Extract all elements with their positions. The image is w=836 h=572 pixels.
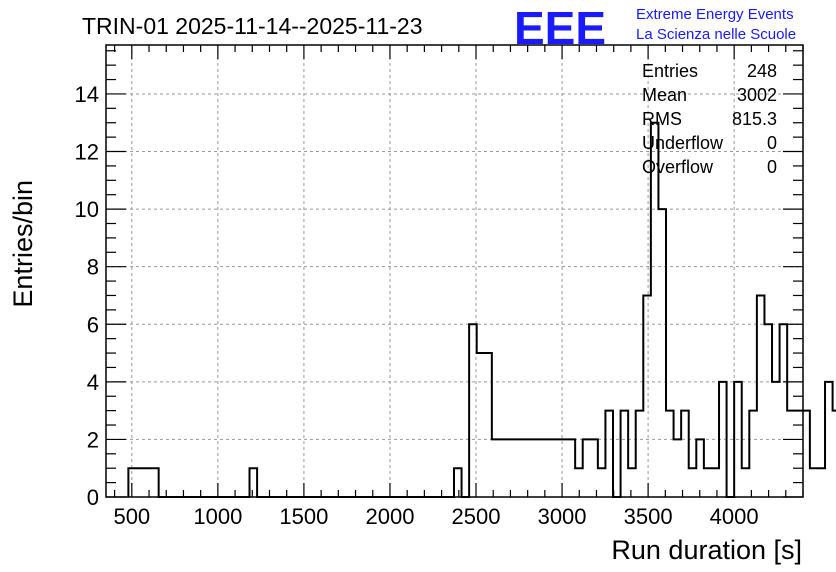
histogram-bin [711, 468, 719, 497]
y-tick-label: 0 [87, 485, 99, 510]
histogram-bin [636, 411, 644, 497]
x-tick-label: 2000 [365, 504, 414, 529]
histogram-bars [127, 121, 836, 498]
histogram-bin [651, 123, 659, 497]
stats-label: Entries [642, 61, 698, 81]
y-tick-label: 6 [87, 312, 99, 337]
histogram-bin [545, 439, 553, 497]
x-tick-label: 2500 [452, 504, 501, 529]
histogram-bin [704, 468, 712, 497]
histogram-bin [515, 439, 523, 497]
stats-value: 0 [767, 157, 777, 177]
stats-value: 248 [747, 61, 777, 81]
histogram-bin [605, 411, 613, 497]
histogram-bin [825, 382, 833, 497]
histogram-bin [780, 324, 788, 497]
y-tick-label: 14 [75, 82, 99, 107]
plot-frame [105, 44, 804, 498]
histogram-bin [696, 439, 704, 497]
stats-value: 815.3 [732, 109, 777, 129]
histogram-bin [522, 439, 530, 497]
plot-title: TRIN-01 2025-11-14--2025-11-23 [82, 13, 423, 39]
stats-box: Entries 248 Mean 3002 RMS 815.3 Underflow 0 Over… [642, 61, 777, 177]
y-tick-label: 8 [87, 255, 99, 280]
histogram-bin [643, 295, 651, 497]
axis-ticks [106, 45, 804, 498]
x-tick-label: 4000 [710, 504, 759, 529]
grid-lines [106, 45, 803, 497]
histogram-bin [151, 468, 159, 497]
stats-label: Mean [642, 85, 687, 105]
histogram-bin [621, 411, 629, 497]
histogram-bin [590, 439, 598, 497]
x-axis-label: Run duration [s] [611, 535, 802, 565]
histogram-bin [666, 411, 674, 497]
x-tick-label: 1500 [279, 504, 328, 529]
eee-logo: EEE Extreme Energy Events La Scienza nel… [514, 2, 796, 54]
x-tick-label: 3000 [538, 504, 587, 529]
stats-label: Overflow [642, 157, 714, 177]
histogram-step-line [127, 121, 836, 498]
logo-line1: Extreme Energy Events [636, 6, 794, 23]
histogram-bin [492, 439, 500, 497]
histogram-bin [136, 468, 144, 497]
y-tick-label: 4 [87, 370, 99, 395]
y-axis-label: Entries/bin [8, 180, 38, 308]
histogram-bin [144, 468, 152, 497]
histogram-bin [757, 295, 765, 497]
stats-label: Underflow [642, 133, 724, 153]
histogram-bin [537, 439, 545, 497]
histogram-bin [530, 439, 538, 497]
histogram-bin [499, 439, 507, 497]
histogram-bin [674, 439, 682, 497]
histogram-bin [552, 439, 560, 497]
histogram-bin [749, 411, 757, 497]
x-tick-labels: 500 1000 1500 2000 2500 3000 3500 4000 [113, 504, 758, 529]
histogram-bin [477, 353, 485, 497]
x-tick-label: 3500 [624, 504, 673, 529]
logo-line2: La Scienza nelle Scuole [636, 26, 796, 43]
x-tick-label: 1000 [193, 504, 242, 529]
histogram-bin [681, 411, 689, 497]
histogram-bin [583, 439, 591, 497]
histogram-bin [628, 468, 636, 497]
histogram-bin [484, 353, 492, 497]
stats-value: 0 [767, 133, 777, 153]
stats-label: RMS [642, 109, 682, 129]
histogram-bin [689, 468, 697, 497]
histogram-bin [568, 439, 576, 497]
histogram-bin [250, 468, 258, 497]
histogram-bin [598, 468, 606, 497]
histogram-bin [560, 439, 568, 497]
y-tick-label: 2 [87, 427, 99, 452]
histogram-bin [742, 468, 750, 497]
y-tick-label: 10 [75, 197, 99, 222]
histogram-bin [454, 468, 462, 497]
histogram-bin [833, 411, 836, 497]
histogram-bin [764, 324, 772, 497]
histogram-bin [810, 468, 818, 497]
histogram-bin [658, 209, 666, 497]
stats-value: 3002 [737, 85, 777, 105]
y-tick-labels: 0 2 4 6 8 10 12 14 [75, 82, 99, 510]
histogram-bin [817, 468, 825, 497]
x-tick-label: 500 [113, 504, 150, 529]
y-tick-label: 12 [75, 140, 99, 165]
histogram-bin [507, 439, 515, 497]
